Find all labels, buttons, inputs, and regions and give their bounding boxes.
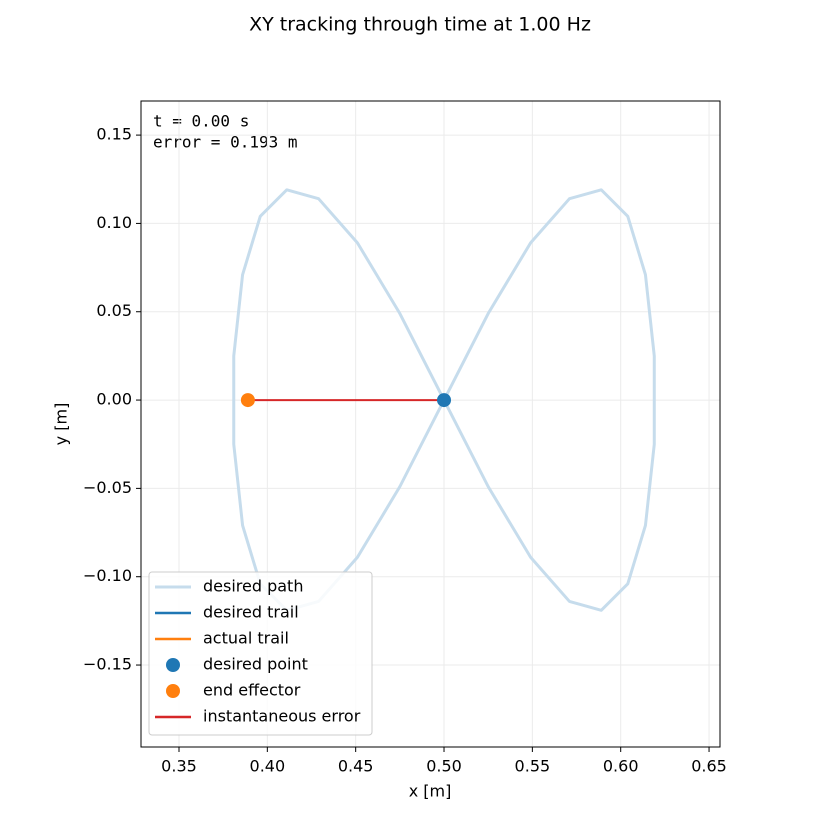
y-axis-label: y [m] [52, 403, 71, 446]
x-tick-label: 0.35 [161, 757, 197, 776]
y-tick-label: 0.15 [96, 125, 132, 144]
chart-title: XY tracking through time at 1.00 Hz [249, 14, 591, 36]
legend-label: desired trail [203, 603, 299, 622]
marker [240, 393, 255, 408]
y-tick-label: −0.05 [83, 478, 132, 497]
legend-label: instantaneous error [203, 707, 361, 726]
x-tick-label: 0.65 [691, 757, 727, 776]
y-tick-label: 0.05 [96, 301, 132, 320]
legend-label: end effector [203, 681, 301, 700]
x-tick-label: 0.40 [250, 757, 286, 776]
axes-frame [140, 100, 721, 748]
legend-label: desired path [203, 577, 303, 596]
x-tick-label: 0.55 [515, 757, 551, 776]
x-tick-label: 0.45 [338, 757, 374, 776]
y-tick-label: −0.10 [83, 566, 132, 585]
x-axis-label: x [m] [409, 782, 452, 801]
marker [437, 393, 452, 408]
y-tick-label: 0.10 [96, 213, 132, 232]
legend-box [148, 571, 373, 736]
x-tick-label: 0.60 [603, 757, 639, 776]
time-annotation: t = 0.00 s [153, 112, 249, 131]
y-tick-label: 0.00 [96, 390, 132, 409]
legend-swatch [166, 684, 180, 698]
y-tick-label: −0.15 [83, 655, 132, 674]
error-annotation: error = 0.193 m [153, 133, 298, 152]
x-tick-label: 0.50 [426, 757, 462, 776]
legend-label: desired point [203, 655, 308, 674]
legend-label: actual trail [203, 629, 289, 648]
legend-swatch [166, 658, 180, 672]
